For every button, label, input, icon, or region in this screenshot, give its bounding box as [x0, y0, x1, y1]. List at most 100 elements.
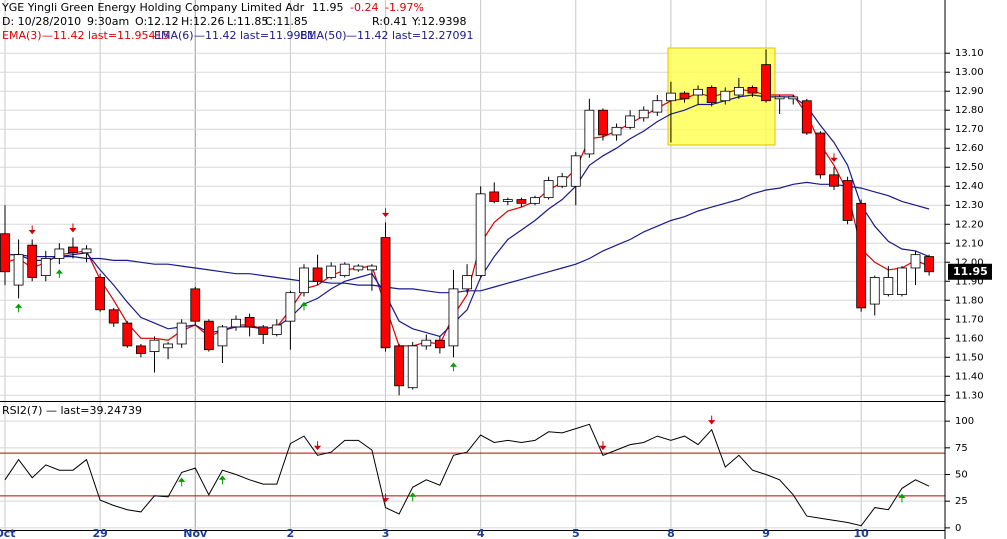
y-tick-label: 12.80	[955, 105, 984, 116]
candle-body	[231, 318, 241, 328]
candle-body	[135, 345, 146, 354]
candle-body	[530, 197, 540, 204]
price: 11.95	[312, 1, 344, 14]
candle-body	[611, 126, 622, 136]
x-tick-label: 10	[854, 527, 870, 539]
candle-body	[0, 233, 10, 273]
candle-body	[883, 277, 894, 295]
candle-body	[244, 316, 255, 328]
candle-body	[747, 87, 758, 94]
candle-body	[761, 64, 771, 102]
candle-body	[502, 199, 513, 202]
y-tick-label: 12.00	[955, 257, 984, 268]
candle-body	[679, 92, 690, 100]
candle-body	[475, 193, 486, 276]
change: -0.24	[350, 1, 378, 14]
last-price-box	[948, 263, 992, 280]
candle-body	[203, 320, 214, 351]
sell-signal	[708, 415, 716, 425]
y-tick-label: 100	[955, 416, 974, 427]
sell-signal	[28, 225, 36, 235]
y-tick-label: 12.30	[955, 200, 984, 211]
candle-body	[258, 326, 269, 335]
candle-body	[815, 132, 826, 176]
y-tick-label: 25	[955, 496, 968, 507]
candle-body	[720, 90, 731, 102]
info: O:12.12	[135, 15, 179, 28]
candle-body	[462, 275, 472, 290]
buy-signal	[178, 477, 186, 487]
candle-body	[13, 254, 24, 286]
candle-body	[54, 248, 65, 259]
candle-body	[380, 237, 391, 349]
candle-body	[842, 180, 853, 221]
info: R:0.41	[372, 15, 408, 28]
x-tick-label: Nov	[183, 527, 208, 539]
x-tick-label: 4	[477, 527, 485, 539]
x-tick-label: 3	[382, 527, 390, 539]
candle-body	[81, 248, 92, 254]
y-tick-label: 11.50	[955, 352, 984, 363]
y-tick-label: 12.10	[955, 238, 984, 249]
buy-signal	[409, 492, 417, 502]
candle-body	[339, 263, 350, 276]
candle-body	[910, 254, 921, 269]
x-tick-label: 9	[762, 527, 770, 539]
candle-body	[652, 100, 663, 113]
info: H:12.26	[181, 15, 224, 28]
legend-name: EMA(50)	[300, 29, 347, 42]
candle-body	[869, 277, 880, 305]
buy-signal	[300, 301, 308, 311]
y-tick-label: 11.80	[955, 295, 984, 306]
candle-body	[190, 288, 201, 322]
candle-body	[557, 176, 568, 187]
y-tick-label: 12.50	[955, 162, 984, 173]
candle-body	[516, 199, 527, 204]
candle-body	[570, 155, 581, 187]
candle-body	[108, 309, 119, 324]
symbol-name: YGE Yingli Green Energy Holding Company …	[1, 1, 305, 14]
x-tick-label: Oct	[0, 527, 16, 539]
x-tick-label: 8	[667, 527, 675, 539]
candle-body	[693, 88, 703, 96]
sell-signal	[69, 223, 77, 233]
legend-name: EMA(3)	[2, 29, 42, 42]
candle-body	[176, 322, 187, 345]
y-tick-label: 13.00	[955, 67, 984, 78]
candle-body	[666, 92, 676, 102]
y-tick-label: 11.90	[955, 276, 984, 287]
candle-body	[897, 267, 907, 295]
y-tick-label: 12.20	[955, 219, 984, 230]
candle-body	[638, 109, 649, 119]
candle-body	[706, 87, 717, 104]
y-tick-label: 11.70	[955, 314, 984, 325]
sell-signal	[599, 441, 607, 451]
candle-body	[217, 326, 228, 347]
sell-signal	[381, 493, 390, 503]
candle-body	[326, 265, 337, 278]
sell-signal	[381, 208, 390, 218]
legend-value: —11.42 last=12.27091	[346, 29, 474, 42]
candle-body	[421, 339, 432, 347]
y-tick-label: 11.60	[955, 333, 984, 344]
candle-body	[543, 180, 554, 199]
candle-body	[40, 258, 51, 276]
rsi-title: RSI2(7) — last=39.24739	[2, 404, 142, 417]
candle-body	[774, 96, 785, 100]
candle-body	[122, 322, 133, 347]
buy-signal	[449, 362, 458, 372]
legend-value: —11.42 last=11.95415	[42, 29, 170, 42]
candle-body	[394, 345, 405, 387]
legend-name: EMA(6)	[154, 29, 194, 42]
info: C:11.85	[265, 15, 308, 28]
legend-value: —11.42 last=11.9981	[194, 29, 315, 42]
info: D: 10/28/2010	[2, 15, 81, 28]
candle-body	[801, 100, 812, 134]
candle-body	[312, 267, 323, 282]
info: 9:30am	[87, 15, 129, 28]
candle-body	[829, 174, 839, 187]
candle-body	[163, 343, 173, 349]
candle-body	[489, 191, 500, 202]
candle-body	[598, 109, 608, 136]
